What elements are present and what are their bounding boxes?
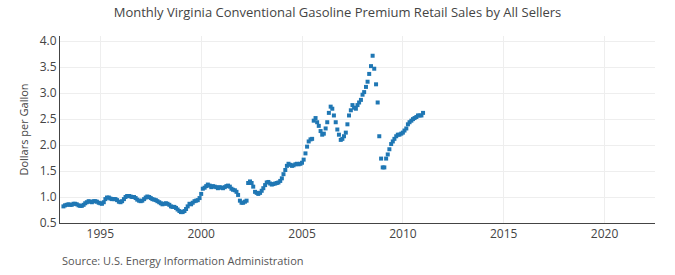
svg-text:4.0: 4.0: [40, 32, 57, 49]
svg-text:1995: 1995: [87, 225, 115, 242]
svg-text:2.0: 2.0: [40, 136, 57, 153]
svg-text:Monthly Virginia Conventional: Monthly Virginia Conventional Gasoline P…: [114, 3, 562, 21]
svg-text:3.5: 3.5: [40, 58, 57, 75]
svg-text:Dollars per Gallon: Dollars per Gallon: [16, 83, 31, 175]
svg-text:Source: U.S. Energy Informatio: Source: U.S. Energy Information Administ…: [62, 253, 304, 268]
svg-text:2020: 2020: [591, 225, 619, 242]
svg-text:2005: 2005: [288, 225, 316, 242]
svg-text:2.5: 2.5: [40, 110, 57, 127]
svg-text:1.5: 1.5: [40, 162, 57, 179]
svg-text:0.5: 0.5: [40, 214, 57, 231]
svg-text:2010: 2010: [389, 225, 417, 242]
svg-text:2015: 2015: [490, 225, 518, 242]
svg-text:2000: 2000: [187, 225, 215, 242]
svg-text:3.0: 3.0: [40, 84, 57, 101]
svg-text:1.0: 1.0: [40, 188, 57, 205]
